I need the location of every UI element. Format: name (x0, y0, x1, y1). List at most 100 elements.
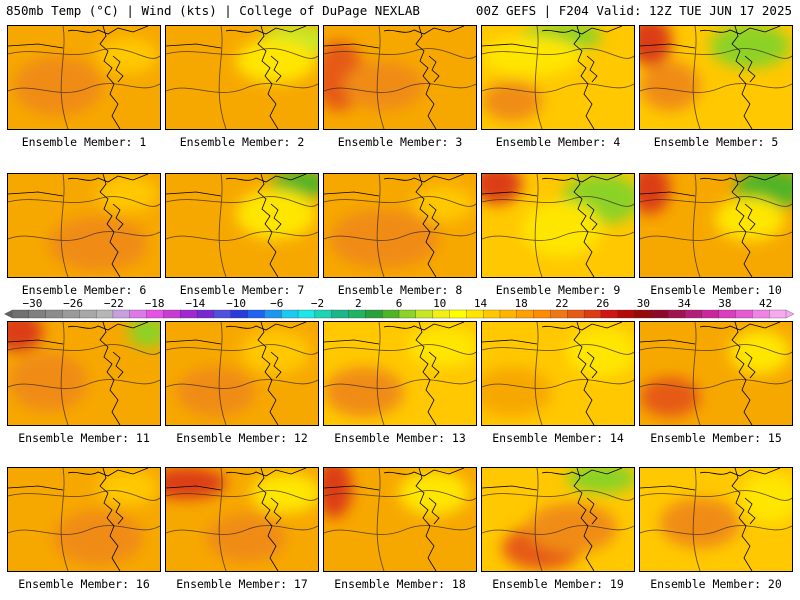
coastline-outline (166, 174, 307, 277)
ensemble-member-label: Ensemble Member: 15 (650, 431, 782, 445)
coastline-outline (8, 322, 149, 425)
contour-lines (482, 322, 634, 425)
contour-lines (166, 26, 318, 129)
colorbar-left-arrow (4, 310, 12, 318)
colorbar-swatch (466, 309, 484, 319)
colorbar-tick-label: 18 (515, 297, 528, 310)
temperature-field-map (166, 468, 318, 571)
ensemble-member-label: Ensemble Member: 16 (18, 577, 150, 591)
contour-lines (324, 322, 476, 425)
ensemble-member-map (481, 25, 635, 130)
ensemble-member-map (7, 173, 161, 278)
contour-lines (482, 26, 634, 129)
colorbar-swatch (617, 309, 636, 319)
temperature-field-map (166, 26, 318, 129)
colorbar-swatch (684, 309, 703, 319)
colorbar-swatch (735, 309, 753, 319)
coastline-outline (640, 322, 781, 425)
coastline-outline (166, 322, 307, 425)
contour-lines (640, 174, 792, 277)
ensemble-member-map (323, 173, 477, 278)
colorbar-tick-label: −22 (104, 297, 124, 310)
contour-lines (8, 174, 160, 277)
colorbar-swatch (718, 309, 736, 319)
contour-lines (8, 26, 160, 129)
ensemble-member-map (639, 173, 793, 278)
colorbar-swatch (567, 309, 585, 319)
coastline-outline (640, 468, 781, 571)
colorbar-tick-label: 26 (596, 297, 609, 310)
temperature-field-map (640, 26, 792, 129)
temperature-field-map (640, 322, 792, 425)
temperature-field-map (324, 26, 476, 129)
colorbar-swatch (180, 309, 198, 319)
contour-lines (324, 26, 476, 129)
colorbar-swatch (382, 309, 400, 319)
colorbar-tick-label: 38 (718, 297, 731, 310)
temperature-field-map (482, 322, 634, 425)
ensemble-member-label: Ensemble Member: 1 (21, 135, 147, 149)
temperature-field-map (8, 26, 160, 129)
coastline-outline (324, 26, 465, 129)
colorbar-swatch (398, 309, 417, 319)
colorbar-swatch (651, 309, 669, 319)
ensemble-member-label: Ensemble Member: 11 (18, 431, 150, 445)
colorbar-tick-label: 30 (637, 297, 650, 310)
contour-lines (8, 468, 160, 571)
colorbar-swatch (129, 309, 148, 319)
colorbar-swatch (62, 309, 80, 319)
ensemble-member-label: Ensemble Member: 7 (179, 283, 305, 297)
colorbar-swatch (550, 309, 568, 319)
ensemble-member-map (323, 321, 477, 426)
ensemble-member-label: Ensemble Member: 20 (650, 577, 782, 591)
coastline-outline (324, 322, 465, 425)
ensemble-member-label: Ensemble Member: 8 (337, 283, 463, 297)
coastline-outline (482, 26, 623, 129)
colorbar-swatch (331, 309, 349, 319)
ensemble-member-map (7, 321, 161, 426)
colorbar-graphic: −30 −26 −22 −18 −14 −10 −6 −2 2 6 10 14 18 22 26 30 34 38… (4, 297, 795, 319)
colorbar-swatch (11, 309, 30, 319)
ensemble-member-map (481, 321, 635, 426)
map-title: 850mb Temp (°C) | Wind (kts) | College o… (6, 3, 420, 18)
colorbar-swatch (701, 309, 720, 319)
colorbar-swatch (583, 309, 602, 319)
colorbar-swatch (230, 309, 249, 319)
coastline-outline (482, 322, 623, 425)
colorbar-tick-label: 10 (433, 297, 446, 310)
temperature-field-map (324, 174, 476, 277)
colorbar-swatch (28, 309, 47, 319)
colorbar-swatch (432, 309, 450, 319)
contour-lines (166, 468, 318, 571)
ensemble-member-label: Ensemble Member: 18 (334, 577, 466, 591)
colorbar-tick-label: −14 (185, 297, 205, 310)
colorbar-tick-label: −6 (270, 297, 283, 310)
colorbar-swatch (264, 309, 282, 319)
coastline-outline (482, 468, 623, 571)
colorbar-tick-label: 6 (396, 297, 403, 310)
colorbar-tick-label: −30 (22, 297, 42, 310)
colorbar-swatch (196, 309, 215, 319)
contour-lines (482, 468, 634, 571)
temperature-field-map (640, 174, 792, 277)
colorbar-swatch (314, 309, 333, 319)
temperature-field-map (324, 322, 476, 425)
colorbar-swatch (499, 309, 518, 319)
temperature-field-map (640, 468, 792, 571)
coastline-outline (166, 26, 307, 129)
colorbar-tick-label: 2 (355, 297, 362, 310)
ensemble-member-label: Ensemble Member: 5 (653, 135, 779, 149)
contour-lines (166, 322, 318, 425)
ensemble-member-map (165, 467, 319, 572)
contour-lines (482, 174, 634, 277)
colorbar-swatch (247, 309, 265, 319)
temperature-field-map (8, 174, 160, 277)
temperature-field-map (324, 468, 476, 571)
ensemble-member-map (481, 173, 635, 278)
colorbar-swatch (163, 309, 181, 319)
colorbar-tick-label: 14 (474, 297, 488, 310)
contour-lines (324, 468, 476, 571)
contour-lines (8, 322, 160, 425)
colorbar-swatch (365, 309, 383, 319)
colorbar-swatch (45, 309, 63, 319)
